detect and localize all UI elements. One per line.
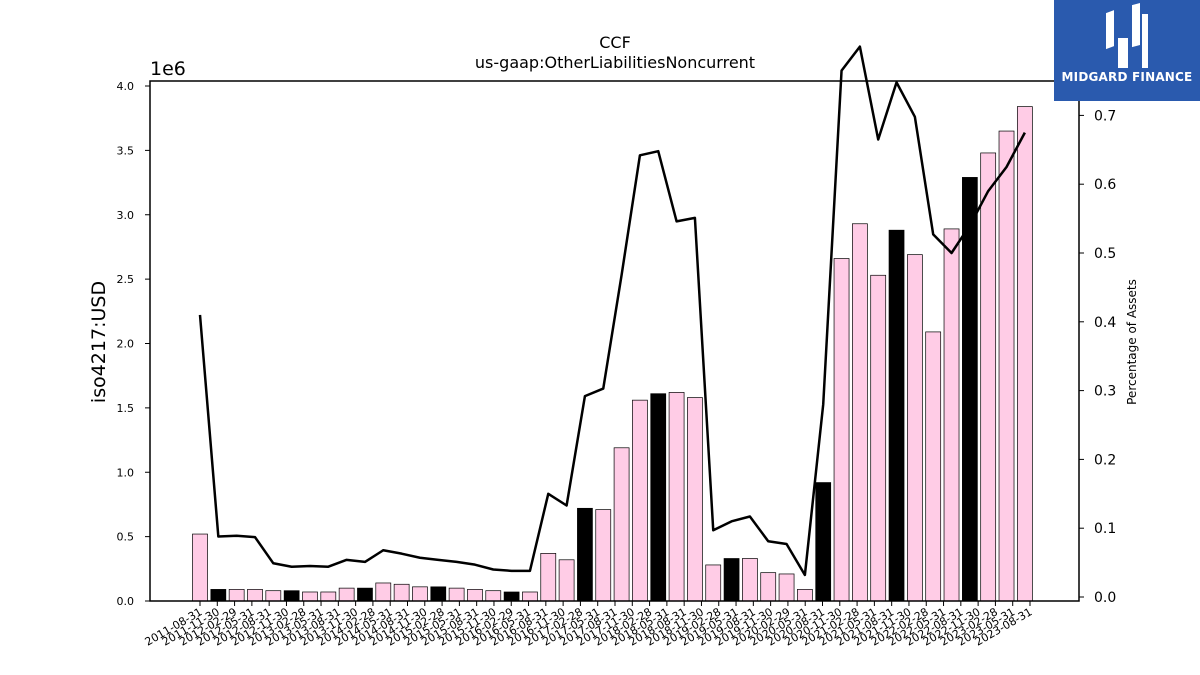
percentage-line-series	[198, 45, 1026, 577]
bar	[668, 392, 685, 602]
bar	[943, 228, 960, 602]
bar	[320, 591, 337, 602]
y2-axis-label: Percentage of Assets	[1125, 279, 1139, 405]
percentage-line	[198, 45, 1026, 577]
x-axis-ticks: 2011-08-312011-11-302012-02-292012-05-31…	[143, 601, 1035, 649]
bar	[265, 590, 282, 602]
bar	[540, 553, 557, 602]
chart-title: CCF	[599, 33, 631, 52]
bar	[338, 587, 355, 602]
bar	[577, 507, 593, 602]
y2-tick-label: 0.3	[1094, 384, 1116, 400]
y-tick-label: 2.5	[117, 273, 135, 286]
bar	[705, 564, 722, 602]
y-tick-label: 2.0	[117, 338, 135, 351]
bar	[742, 558, 758, 602]
bar	[302, 591, 318, 602]
bar	[797, 589, 813, 602]
y-tick-label: 3.5	[117, 144, 135, 157]
y-tick-label: 4.0	[117, 80, 135, 93]
bar	[412, 586, 428, 602]
bar	[467, 589, 483, 602]
bar	[833, 258, 850, 602]
bar	[998, 130, 1015, 602]
y2-tick-label: 0.1	[1094, 521, 1116, 537]
y2-tick-label: 0.2	[1094, 452, 1116, 468]
y2-axis-ticks: 0.0 0.1 0.2 0.3 0.4 0.5 0.6 0.7	[1079, 108, 1116, 606]
y-tick-label: 1.5	[117, 402, 135, 415]
bar	[522, 591, 538, 602]
bar	[192, 533, 208, 602]
bar	[723, 558, 740, 602]
y-axis-ticks: 0.0 0.5 1.0 1.5 2.0 2.5 3.0 3.5 4.0	[117, 80, 150, 608]
y2-tick-label: 0.0	[1094, 590, 1116, 606]
y-tick-label: 0.0	[117, 595, 135, 608]
bar	[815, 482, 832, 602]
bar	[228, 589, 245, 602]
bar	[925, 331, 942, 602]
bar	[650, 393, 667, 602]
y-tick-label: 1.0	[117, 466, 135, 479]
bar	[760, 572, 777, 602]
y2-tick-label: 0.5	[1094, 246, 1116, 262]
y2-tick-label: 0.6	[1094, 177, 1116, 193]
brand-name: MIDGARD FINANCE	[1061, 70, 1193, 84]
midgard-logo-mark-icon	[1106, 2, 1148, 68]
bar	[503, 591, 520, 602]
bar	[595, 509, 612, 602]
midgard-finance-logo: MIDGARD FINANCE	[1054, 0, 1200, 101]
bar	[485, 590, 502, 602]
bar	[393, 583, 410, 602]
bar	[907, 254, 923, 602]
bar	[687, 397, 703, 602]
plot-frame	[149, 80, 1080, 602]
bar	[210, 589, 227, 602]
bar	[375, 582, 392, 602]
chart-subtitle: us-gaap:OtherLiabilitiesNoncurrent	[475, 53, 755, 72]
bar	[430, 586, 447, 602]
bar	[962, 177, 978, 602]
bars	[192, 106, 1033, 602]
y-tick-label: 0.5	[117, 531, 135, 544]
bar	[980, 152, 997, 602]
bar	[448, 587, 465, 602]
y2-tick-label: 0.4	[1094, 315, 1116, 331]
bar	[870, 274, 887, 602]
y2-tick-label: 0.7	[1094, 108, 1116, 124]
bar	[357, 587, 373, 602]
bar	[632, 399, 648, 602]
bar	[888, 229, 905, 602]
bar	[613, 447, 630, 602]
bar	[558, 559, 575, 602]
y-multiplier-label: 1e6	[150, 58, 186, 80]
bar	[247, 589, 263, 602]
bar	[852, 223, 868, 602]
bar	[778, 573, 795, 602]
y-axis-label: iso4217:USD	[88, 281, 110, 403]
bar	[1016, 106, 1033, 602]
bar	[283, 590, 300, 602]
y-tick-label: 3.0	[117, 209, 135, 222]
